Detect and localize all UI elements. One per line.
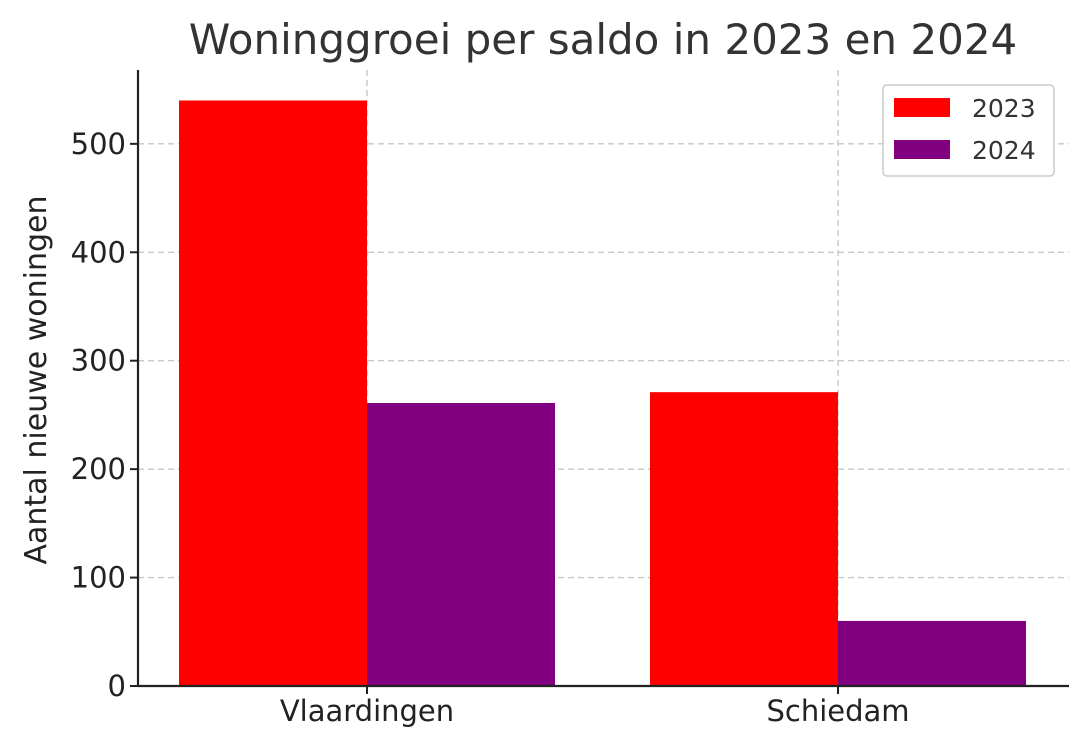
legend-label-2023: 2023: [972, 94, 1036, 123]
legend-swatch-2024: [894, 140, 950, 159]
ticks: 0 100 200 300 400 500 Vlaardingen Schiedam: [71, 127, 910, 728]
bars: [179, 100, 1026, 686]
y-tick-label-300: 300: [71, 344, 126, 378]
axes: [136, 70, 1069, 688]
y-tick-label-100: 100: [71, 561, 126, 595]
y-tick-label-400: 400: [71, 235, 126, 269]
y-tick-label-200: 200: [71, 452, 126, 486]
chart-title: Woninggroei per saldo in 2023 en 2024: [189, 15, 1018, 64]
bar-2023-vlaardingen: [179, 100, 367, 686]
y-tick-label-500: 500: [71, 127, 126, 161]
legend: 2023 2024: [882, 84, 1055, 177]
bar-2023-schiedam: [650, 392, 838, 686]
y-tick-label-0: 0: [108, 669, 126, 703]
legend-swatch-2023: [894, 98, 950, 117]
x-tick-label-schiedam: Schiedam: [766, 694, 909, 728]
legend-label-2024: 2024: [972, 136, 1036, 165]
bar-2024-schiedam: [838, 620, 1026, 686]
x-tick-label-vlaardingen: Vlaardingen: [280, 694, 454, 728]
y-axis-label: Aantal nieuwe woningen: [19, 195, 54, 564]
bar-2024-vlaardingen: [367, 402, 555, 686]
